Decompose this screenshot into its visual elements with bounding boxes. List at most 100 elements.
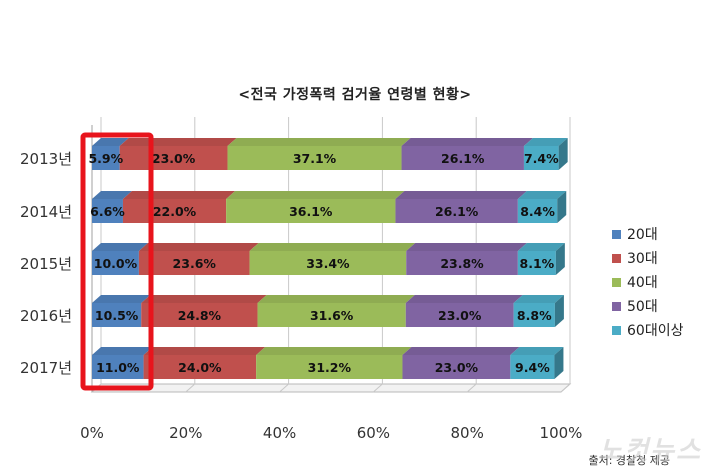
data-label: 26.1% xyxy=(441,151,485,166)
data-label: 24.8% xyxy=(178,308,222,323)
plot-floor xyxy=(90,383,572,393)
bar-end xyxy=(555,243,565,275)
y-tick-label: 2015년 xyxy=(20,255,72,273)
bar-top xyxy=(92,138,129,146)
data-label: 9.4% xyxy=(515,360,550,375)
bar-top xyxy=(92,295,151,303)
legend-swatch-50s xyxy=(612,301,621,311)
legend-label-30s: 30대 xyxy=(627,251,658,267)
bar-top xyxy=(513,295,564,303)
bar-segment xyxy=(226,199,396,223)
bar-top xyxy=(401,138,533,146)
bar-top xyxy=(227,138,411,146)
data-label: 26.1% xyxy=(435,204,479,219)
bar-segment xyxy=(395,199,518,223)
bar-segment xyxy=(227,146,402,170)
bar-top xyxy=(122,191,236,199)
bar-segment xyxy=(249,251,407,275)
gridline-floor xyxy=(466,383,477,393)
bar-top xyxy=(257,295,415,303)
bar-top xyxy=(226,191,405,199)
bar-segment xyxy=(119,146,228,170)
bar-segment xyxy=(92,251,139,275)
bar-segment xyxy=(92,199,123,223)
legend-item-20s: 20대 xyxy=(612,222,683,246)
data-label: 8.1% xyxy=(520,256,555,271)
data-label: 23.0% xyxy=(438,308,482,323)
bar-segment xyxy=(256,355,403,379)
bar-segment xyxy=(92,355,144,379)
x-tick-label: 100% xyxy=(540,424,583,442)
legend-label-20s: 20대 xyxy=(627,227,658,243)
data-label: 8.8% xyxy=(517,308,552,323)
data-label: 23.0% xyxy=(435,360,479,375)
legend-item-60plus: 60대이상 xyxy=(612,318,683,342)
legend-swatch-20s xyxy=(612,229,621,239)
bar-end xyxy=(557,191,567,223)
bar-segment xyxy=(510,355,555,379)
legend-item-40s: 40대 xyxy=(612,270,683,294)
bar-top xyxy=(517,191,567,199)
data-label: 10.5% xyxy=(95,308,139,323)
x-tick-label: 60% xyxy=(357,424,390,442)
bar-top xyxy=(256,347,412,355)
x-tick-label: 80% xyxy=(451,424,484,442)
bar-segment xyxy=(92,303,142,327)
legend-swatch-40s xyxy=(612,277,621,287)
gridline-floor xyxy=(373,383,383,393)
bar-top xyxy=(249,243,416,251)
watermark-logo: 노컷뉴스 xyxy=(598,436,702,466)
y-tick-label: 2014년 xyxy=(20,203,72,221)
bar-segment xyxy=(517,251,556,275)
y-tick-label: 2016년 xyxy=(20,307,72,325)
bar-top xyxy=(395,191,527,199)
bar-segment xyxy=(122,199,227,223)
data-label: 6.6% xyxy=(90,204,125,219)
bar-top xyxy=(405,295,523,303)
data-label: 36.1% xyxy=(289,204,333,219)
bar-top xyxy=(92,243,148,251)
bar-top xyxy=(92,347,153,355)
data-label: 31.2% xyxy=(308,360,352,375)
legend-label-60plus: 60대이상 xyxy=(627,323,684,339)
bar-end xyxy=(554,295,564,327)
bar-segment xyxy=(257,303,406,327)
data-label: 23.8% xyxy=(440,256,484,271)
bar-end xyxy=(558,138,568,170)
bar-segment xyxy=(513,303,555,327)
x-tick-label: 20% xyxy=(169,424,202,442)
bar-segment xyxy=(138,251,250,275)
bar-segment xyxy=(523,146,559,170)
bar-segment xyxy=(406,251,518,275)
bar-top xyxy=(510,347,564,355)
bar-segment xyxy=(517,199,558,223)
data-label: 23.0% xyxy=(152,151,196,166)
legend-label-40s: 40대 xyxy=(627,275,658,291)
legend-swatch-30s xyxy=(612,253,621,263)
bar-top xyxy=(517,243,565,251)
data-label: 10.0% xyxy=(94,256,138,271)
bar-top xyxy=(523,138,568,146)
legend-swatch-60plus xyxy=(612,325,621,335)
data-label: 5.9% xyxy=(88,151,123,166)
data-label: 8.4% xyxy=(520,204,555,219)
y-tick-label: 2017년 xyxy=(20,359,72,377)
legend-item-50s: 50대 xyxy=(612,294,683,318)
bar-top xyxy=(143,347,266,355)
bar-top xyxy=(119,138,237,146)
data-label: 33.4% xyxy=(306,256,350,271)
highlight-box xyxy=(80,132,154,391)
bar-top xyxy=(406,243,527,251)
gridline-floor xyxy=(560,383,571,393)
bar-top xyxy=(402,347,520,355)
bar-segment xyxy=(141,303,258,327)
gridline-floor xyxy=(185,383,196,393)
bar-segment xyxy=(402,355,511,379)
data-label: 31.6% xyxy=(310,308,354,323)
bar-top xyxy=(141,295,267,303)
x-tick-label: 40% xyxy=(263,424,296,442)
legend-item-30s: 30대 xyxy=(612,246,683,270)
data-label: 23.6% xyxy=(173,256,217,271)
source-credit: 출처: 경찰청 제공 xyxy=(588,454,670,467)
